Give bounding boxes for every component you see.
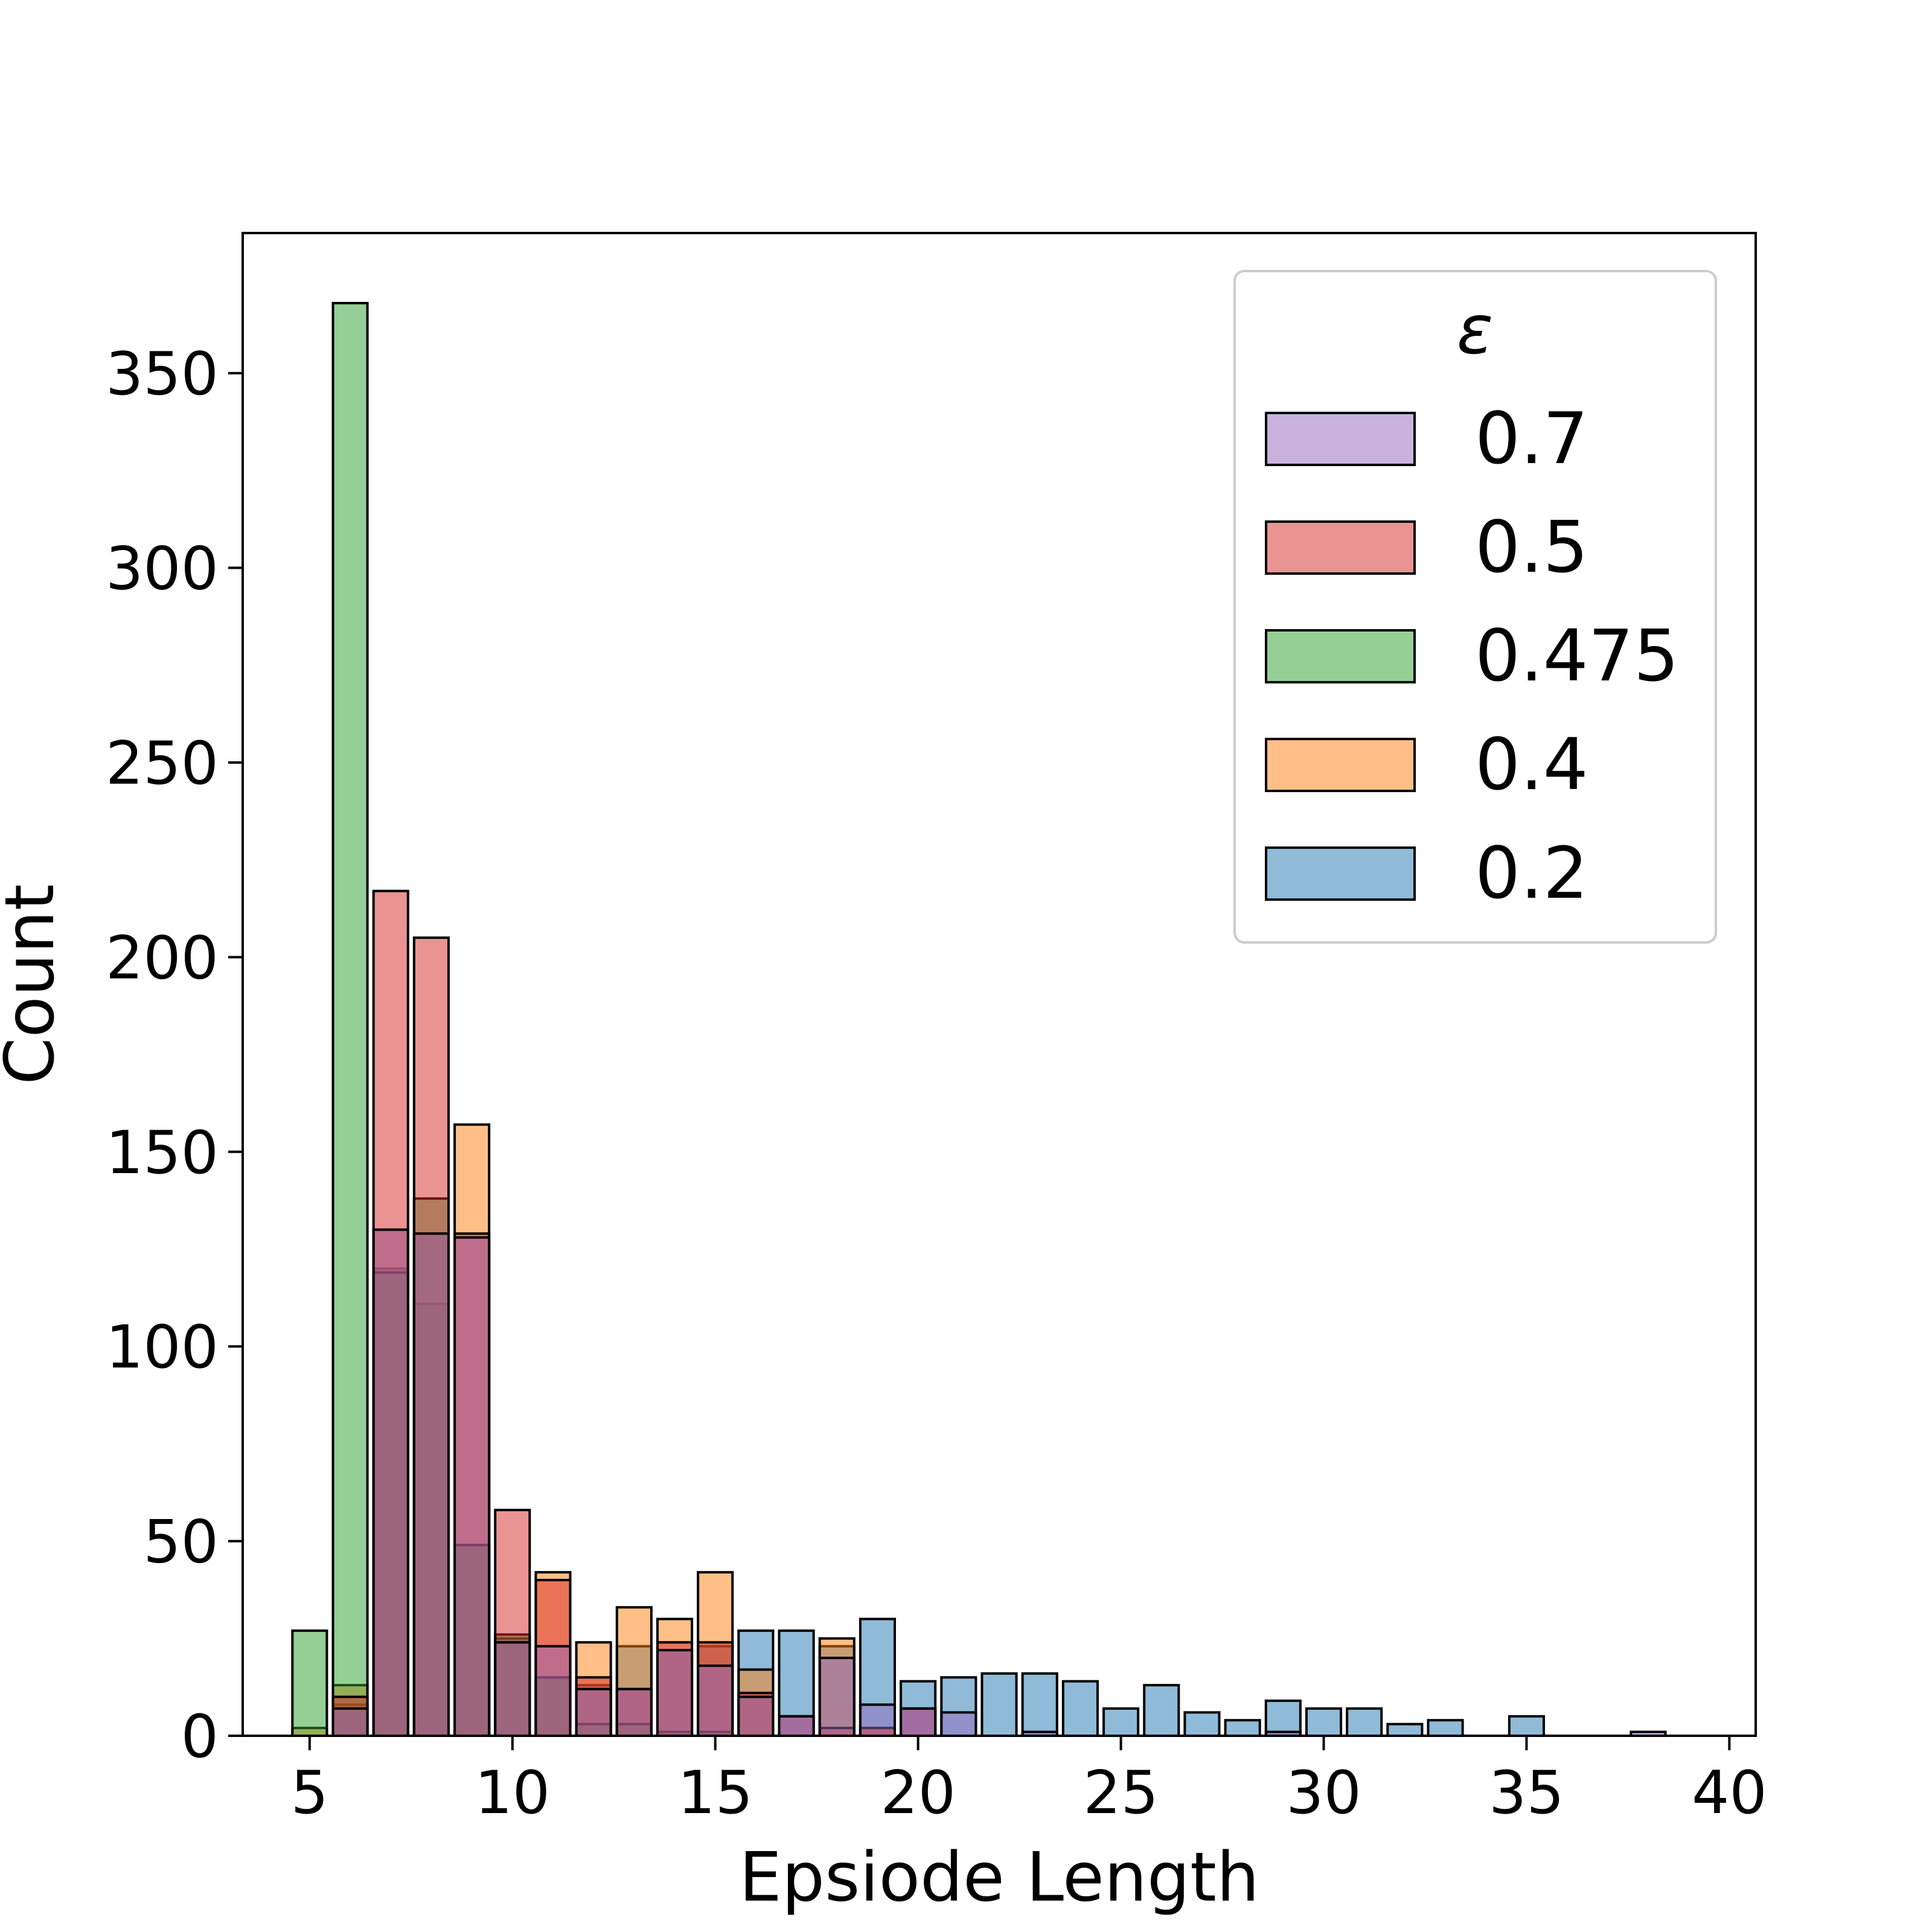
y-axis-label: Count: [0, 884, 69, 1085]
bar-0_7-15: [697, 1664, 734, 1737]
bar-0_2-32: [1386, 1722, 1424, 1738]
bar-0_475-5: [291, 1629, 328, 1737]
x-tick-label: 20: [880, 1759, 956, 1828]
bar-0_7-6: [331, 1707, 369, 1738]
y-tick-label: 100: [106, 1313, 219, 1382]
legend-swatch: [1265, 412, 1416, 466]
bar-0_7-19: [859, 1703, 896, 1738]
bar-0_2-31: [1346, 1707, 1383, 1738]
bar-0_2-26: [1143, 1684, 1180, 1738]
bar-0_2-29: [1264, 1699, 1302, 1737]
y-axis: 0 50 100 150 200 250 300 350: [106, 340, 243, 1771]
bar-0_2-35: [1508, 1715, 1545, 1737]
bar-0_475-6: [331, 302, 369, 1737]
bar-0_7-20: [900, 1707, 937, 1738]
bar-0_7-8: [412, 1232, 450, 1737]
y-tick-label: 200: [106, 924, 219, 993]
legend-item-0_4: 0.4: [1265, 723, 1588, 806]
bar-0_7-18: [818, 1657, 856, 1738]
legend-label: 0.475: [1475, 614, 1679, 697]
bar-0_7-17: [778, 1715, 815, 1737]
legend-label: 0.4: [1475, 723, 1588, 806]
bar-0_7-16: [737, 1695, 775, 1737]
legend-swatch: [1265, 629, 1416, 683]
bar-0_2-30: [1305, 1707, 1343, 1738]
legend-item-0_5: 0.5: [1265, 505, 1588, 589]
legend-item-0_2: 0.2: [1265, 831, 1588, 915]
bar-0_2-22: [980, 1672, 1018, 1738]
bar-0_2-25: [1102, 1707, 1140, 1738]
x-tick-label: 35: [1489, 1759, 1564, 1828]
legend-title: ε: [1457, 291, 1494, 369]
x-axis-label: Epsiode Length: [739, 1838, 1259, 1917]
bar-0_7-11: [534, 1645, 572, 1737]
legend-items: 0.7 0.5 0.475 0.4 0.2: [1265, 397, 1679, 915]
legend-label: 0.7: [1475, 397, 1588, 480]
bar-0_7-21: [940, 1711, 977, 1737]
y-tick-label: 250: [106, 729, 219, 798]
legend-item-0_7: 0.7: [1265, 397, 1588, 480]
x-tick-label: 10: [475, 1759, 550, 1828]
bar-0_2-23: [1021, 1672, 1058, 1738]
x-axis: 5 10 15 20 25 30 35 40: [291, 1736, 1767, 1828]
bar-0_2-33: [1427, 1719, 1464, 1738]
bar-0_7-13: [615, 1687, 653, 1738]
bar-0_2-24: [1061, 1680, 1099, 1737]
legend: ε 0.7 0.5 0.475 0.4 0.2: [1233, 270, 1717, 944]
plot-frame: [242, 232, 1757, 1737]
bar-0_7-7: [372, 1228, 409, 1737]
x-tick-label: 30: [1286, 1759, 1361, 1828]
legend-item-0_475: 0.475: [1265, 614, 1679, 697]
legend-swatch: [1265, 520, 1416, 575]
bar-0_2-28: [1224, 1719, 1261, 1738]
legend-swatch: [1265, 846, 1416, 901]
y-tick-label: 0: [181, 1703, 219, 1771]
legend-swatch: [1265, 738, 1416, 792]
legend-label: 0.5: [1475, 505, 1588, 589]
bar-0_7-9: [453, 1236, 491, 1737]
x-tick-label: 40: [1692, 1759, 1767, 1828]
bar-0_7-12: [575, 1687, 612, 1738]
y-tick-label: 300: [106, 535, 219, 604]
bar-0_7-14: [656, 1649, 694, 1737]
y-tick-label: 350: [106, 340, 219, 409]
x-tick-label: 5: [291, 1759, 328, 1828]
legend-label: 0.2: [1475, 831, 1588, 915]
bar-0_7-10: [494, 1641, 531, 1737]
y-tick-label: 50: [143, 1508, 219, 1577]
bar-0_2-27: [1183, 1711, 1221, 1737]
x-tick-label: 25: [1083, 1759, 1159, 1828]
y-tick-label: 150: [106, 1119, 219, 1188]
x-tick-label: 15: [677, 1759, 753, 1828]
